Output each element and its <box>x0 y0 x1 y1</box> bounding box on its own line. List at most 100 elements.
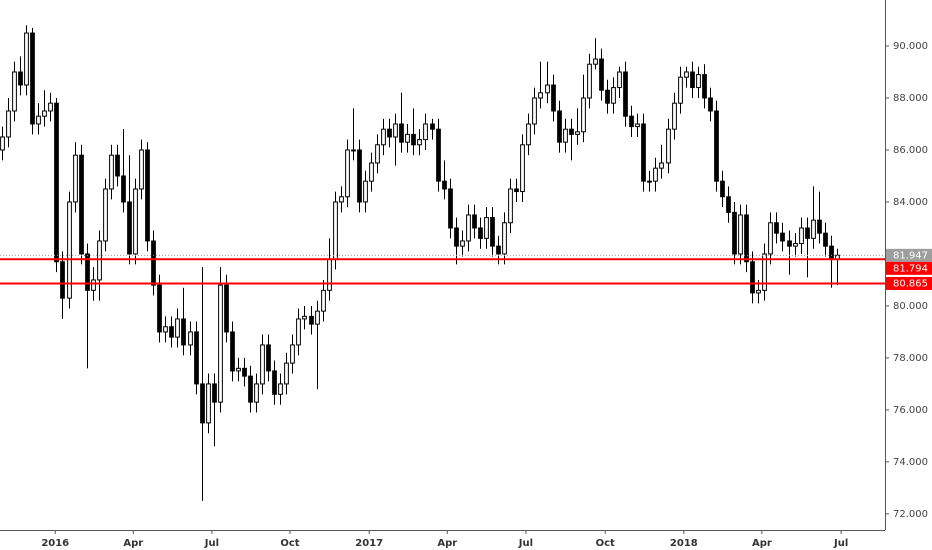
candle-body <box>557 110 562 143</box>
candle-body <box>617 71 622 89</box>
candle-body <box>188 331 193 346</box>
candle-body <box>526 123 531 146</box>
candle-body <box>115 154 120 177</box>
candle-body <box>278 383 283 395</box>
candle-body <box>520 144 525 193</box>
candle-body <box>569 128 574 135</box>
candle-body <box>12 71 17 112</box>
level-label-box <box>886 276 932 290</box>
candle-body <box>194 331 199 385</box>
candle-body <box>121 175 126 203</box>
x-tick-label: Apr <box>752 538 772 549</box>
candle-body <box>24 32 29 86</box>
candle-body <box>54 102 59 263</box>
candle-body <box>30 32 35 125</box>
candle-body <box>36 115 41 125</box>
candle-body <box>442 180 447 190</box>
level-label: 80.865 <box>893 278 928 289</box>
candle-body <box>490 217 495 247</box>
candle-body <box>327 258 332 291</box>
candle-body <box>260 344 265 385</box>
candle-body <box>248 375 253 403</box>
candle-body <box>593 58 598 65</box>
candle-body <box>774 222 779 234</box>
candle-body <box>448 188 453 229</box>
candle-body <box>175 318 180 338</box>
y-tick-label: 78.000 <box>893 353 928 364</box>
candle-body <box>399 123 404 143</box>
candle-body <box>714 110 719 182</box>
candle-body <box>302 315 307 320</box>
candle-body <box>696 74 701 89</box>
y-tick-label: 84.000 <box>893 197 928 208</box>
candle-body <box>369 162 374 182</box>
candle-body <box>181 318 186 346</box>
candle-body <box>466 214 471 242</box>
candle-body <box>381 128 386 146</box>
candle-body <box>514 188 519 193</box>
candle-body <box>508 188 513 224</box>
candle-body <box>756 289 761 294</box>
candle-body <box>417 139 422 146</box>
candle-body <box>206 383 211 424</box>
candle-body <box>436 128 441 182</box>
candle-body <box>145 149 150 242</box>
y-tick-label: 76.000 <box>893 405 928 416</box>
candle-body <box>127 201 132 255</box>
x-tick-label: Jul <box>518 538 533 549</box>
x-tick-label: Oct <box>280 538 299 549</box>
candle-body <box>702 74 707 99</box>
candle-body <box>375 144 380 164</box>
candle-body <box>690 71 695 89</box>
x-tick-label: Jul <box>833 538 848 549</box>
x-tick-label: Jul <box>204 538 219 549</box>
candle-body <box>200 383 205 424</box>
candle-body <box>738 214 743 255</box>
candle-body <box>339 196 344 203</box>
candle-body <box>502 222 507 255</box>
candle-body <box>538 92 543 99</box>
candle-body <box>363 180 368 203</box>
candle-body <box>647 180 652 183</box>
candle-body <box>423 123 428 141</box>
candle-body <box>587 63 592 99</box>
candle-body <box>629 115 634 128</box>
x-tick-label: 2017 <box>355 538 383 549</box>
candle-body <box>405 133 410 143</box>
candle-body <box>787 240 792 247</box>
candle-body <box>85 253 90 291</box>
candle-body <box>151 240 156 286</box>
candle-body <box>309 315 314 325</box>
candle-body <box>430 123 435 130</box>
y-tick-label: 86.000 <box>893 145 928 156</box>
candle-body <box>139 149 144 190</box>
candle-body <box>79 154 84 255</box>
candle-body <box>551 84 556 112</box>
level-label-box <box>886 261 932 275</box>
y-tick-label: 74.000 <box>893 457 928 468</box>
candle-body <box>296 318 301 346</box>
candle-body <box>811 219 816 239</box>
candle-body <box>109 154 114 190</box>
y-tick-label: 72.000 <box>893 509 928 520</box>
candle-body <box>726 196 731 213</box>
level-label: 81.947 <box>893 250 928 261</box>
candle-body <box>805 227 810 239</box>
candle-body <box>212 383 217 403</box>
candle-body <box>254 383 259 403</box>
candle-body <box>684 71 689 78</box>
candle-body <box>387 128 392 138</box>
candle-body <box>605 89 610 104</box>
candle-body <box>575 131 580 135</box>
candle-body <box>780 232 785 242</box>
candle-body <box>6 110 11 138</box>
candle-body <box>635 123 640 128</box>
candle-body <box>133 188 138 255</box>
x-tick-label: 2018 <box>670 538 698 549</box>
candle-body <box>817 219 822 234</box>
candle-body <box>218 284 223 403</box>
candle-body <box>563 128 568 143</box>
candle-body <box>750 261 755 294</box>
candle-body <box>48 102 53 112</box>
